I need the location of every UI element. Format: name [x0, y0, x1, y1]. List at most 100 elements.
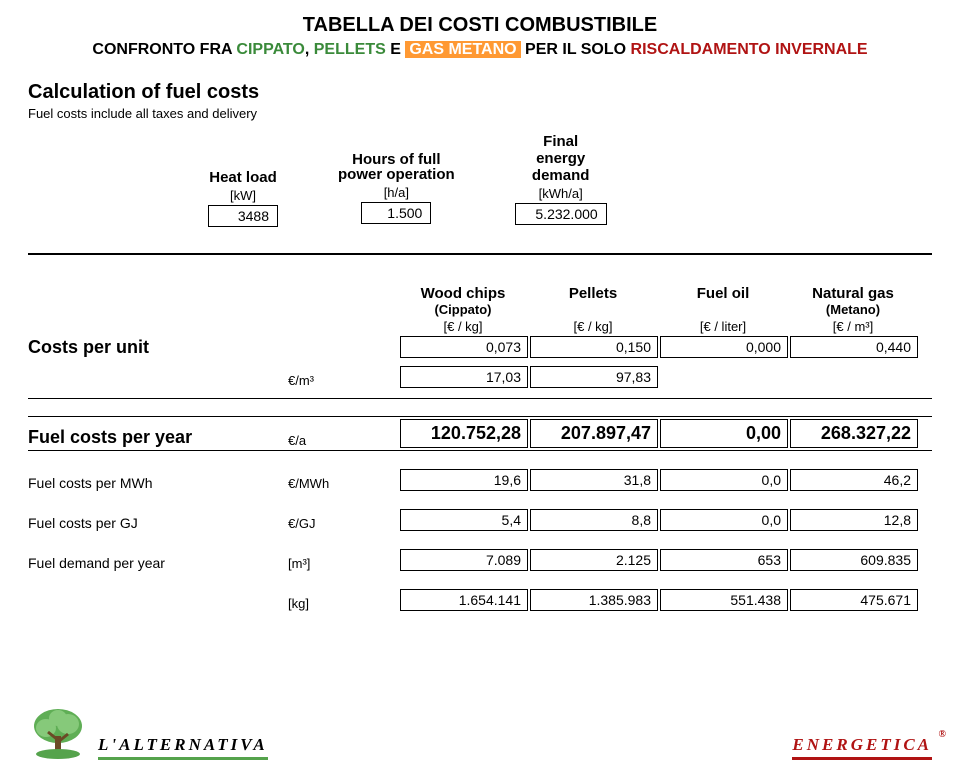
cpu-oil: 0,000: [660, 336, 788, 358]
sub-cippato: CIPPATO: [236, 41, 304, 58]
row-demand: Fuel demand per year [m³] 7.089 2.125 65…: [28, 549, 932, 571]
cpu-gas: 0,440: [790, 336, 918, 358]
sub-pre: CONFRONTO FRA: [92, 41, 236, 58]
row-year-unit: €/a: [288, 433, 398, 448]
input-heat: Heat load [kW] 3488: [208, 133, 278, 227]
reg-symbol: ®: [939, 729, 946, 740]
gj-gas: 12,8: [790, 509, 918, 531]
input-hours-value: 1.500: [361, 202, 431, 224]
sub-gas: GAS METANO: [405, 41, 520, 58]
row-mwh-unit: €/MWh: [288, 476, 398, 491]
input-hours: Hours of full power operation [h/a] 1.50…: [338, 133, 455, 227]
input-hours-l2: power operation: [338, 166, 455, 183]
m3-wood: 17,03: [400, 366, 528, 388]
year-gas: 268.327,22: [790, 419, 918, 448]
year-oil: 0,00: [660, 419, 788, 448]
gj-pellets: 8,8: [530, 509, 658, 531]
demand-pellets: 2.125: [530, 549, 658, 571]
input-demand-l3: demand: [515, 167, 607, 184]
row-gj: Fuel costs per GJ €/GJ 5,4 8,8 0,0 12,8: [28, 509, 932, 531]
footer: L'ALTERNATIVA ENERGETICA ®: [0, 706, 960, 760]
m3-pellets: 97,83: [530, 366, 658, 388]
fh-oil-unit: [€ / liter]: [658, 319, 788, 334]
input-heat-label: Heat load: [208, 169, 278, 186]
mwh-wood: 19,6: [400, 469, 528, 491]
fh-oil-sub: [658, 302, 788, 317]
subtitle: CONFRONTO FRA CIPPATO, PELLETS E GAS MET…: [28, 41, 932, 59]
mwh-oil: 0,0: [660, 469, 788, 491]
row-cpu: Costs per unit 0,073 0,150 0,000 0,440: [28, 336, 932, 358]
year-wood: 120.752,28: [400, 419, 528, 448]
row-m3-cells: 17,03 97,83: [398, 366, 658, 388]
demand-wood: 7.089: [400, 549, 528, 571]
input-demand-l2: energy: [515, 150, 607, 167]
inputs-row: Heat load [kW] 3488 Hours of full power …: [208, 133, 932, 227]
tabella-title: TABELLA DEI COSTI COMBUSTIBILE: [28, 14, 932, 37]
row-m3: €/m³ 17,03 97,83: [28, 366, 932, 388]
demand-oil: 653: [660, 549, 788, 571]
row-year-cells: 120.752,28 207.897,47 0,00 268.327,22: [398, 419, 918, 448]
fh-gas-unit: [€ / m³]: [788, 319, 918, 334]
row-gj-unit: €/GJ: [288, 516, 398, 531]
calc-title: Calculation of fuel costs: [28, 81, 932, 104]
row-cpu-label: Costs per unit: [28, 337, 288, 358]
row-kg: [kg] 1.654.141 1.385.983 551.438 475.671: [28, 589, 932, 611]
year-pellets: 207.897,47: [530, 419, 658, 448]
fh-oil-name: Fuel oil: [658, 285, 788, 302]
fh-pellets-sub: [528, 302, 658, 317]
gj-oil: 0,0: [660, 509, 788, 531]
row-demand-cells: 7.089 2.125 653 609.835: [398, 549, 918, 571]
fh-wood: Wood chips (Cippato) [€ / kg]: [398, 285, 528, 334]
kg-wood: 1.654.141: [400, 589, 528, 611]
logo-alternativa: L'ALTERNATIVA: [28, 706, 268, 760]
input-heat-unit: [kW]: [208, 188, 278, 203]
input-demand-value: 5.232.000: [515, 203, 607, 225]
mwh-pellets: 31,8: [530, 469, 658, 491]
row-mwh: Fuel costs per MWh €/MWh 19,6 31,8 0,0 4…: [28, 469, 932, 491]
brand-energetica-text: ENERGETICA: [792, 735, 932, 754]
row-m3-unit: €/m³: [288, 373, 398, 388]
tree-icon: [28, 706, 88, 760]
cpu-pellets: 0,150: [530, 336, 658, 358]
calc-note: Fuel costs include all taxes and deliver…: [28, 106, 932, 121]
sub-sep1: ,: [305, 41, 314, 58]
row-gj-label: Fuel costs per GJ: [28, 515, 288, 531]
fh-pellets-name: Pellets: [528, 285, 658, 302]
fh-gas-sub: (Metano): [788, 302, 918, 317]
fh-wood-sub: (Cippato): [398, 302, 528, 317]
sub-per: PER IL SOLO: [521, 41, 631, 58]
row-demand-label: Fuel demand per year: [28, 555, 288, 571]
input-demand-l1: Final: [515, 133, 607, 150]
row-cpu-cells: 0,073 0,150 0,000 0,440: [398, 336, 918, 358]
cpu-wood: 0,073: [400, 336, 528, 358]
demand-gas: 609.835: [790, 549, 918, 571]
hr-before-year: [28, 416, 932, 417]
row-mwh-label: Fuel costs per MWh: [28, 475, 288, 491]
fuel-headers: Wood chips (Cippato) [€ / kg] Pellets [€…: [398, 285, 932, 334]
gj-wood: 5,4: [400, 509, 528, 531]
kg-gas: 475.671: [790, 589, 918, 611]
fh-gas: Natural gas (Metano) [€ / m³]: [788, 285, 918, 334]
mwh-gas: 46,2: [790, 469, 918, 491]
row-gj-cells: 5,4 8,8 0,0 12,8: [398, 509, 918, 531]
fh-pellets: Pellets [€ / kg]: [528, 285, 658, 334]
row-mwh-cells: 19,6 31,8 0,0 46,2: [398, 469, 918, 491]
row-kg-unit: [kg]: [288, 596, 398, 611]
row-year: Fuel costs per year €/a 120.752,28 207.8…: [28, 419, 932, 448]
fh-wood-name: Wood chips: [398, 285, 528, 302]
sub-pellets: PELLETS: [314, 41, 386, 58]
sub-e: E: [386, 41, 406, 58]
hr-top: [28, 253, 932, 255]
kg-pellets: 1.385.983: [530, 589, 658, 611]
fh-pellets-unit: [€ / kg]: [528, 319, 658, 334]
sub-risc: RISCALDAMENTO INVERNALE: [631, 41, 868, 58]
brand-alternativa-text: L'ALTERNATIVA: [98, 735, 268, 760]
row-year-label: Fuel costs per year: [28, 427, 288, 448]
input-demand: Final energy demand [kWh/a] 5.232.000: [515, 133, 607, 227]
brand-energetica: ENERGETICA ®: [792, 735, 932, 760]
fh-oil: Fuel oil [€ / liter]: [658, 285, 788, 334]
input-hours-unit: [h/a]: [338, 185, 455, 200]
input-demand-unit: [kWh/a]: [515, 186, 607, 201]
row-kg-cells: 1.654.141 1.385.983 551.438 475.671: [398, 589, 918, 611]
fh-wood-unit: [€ / kg]: [398, 319, 528, 334]
